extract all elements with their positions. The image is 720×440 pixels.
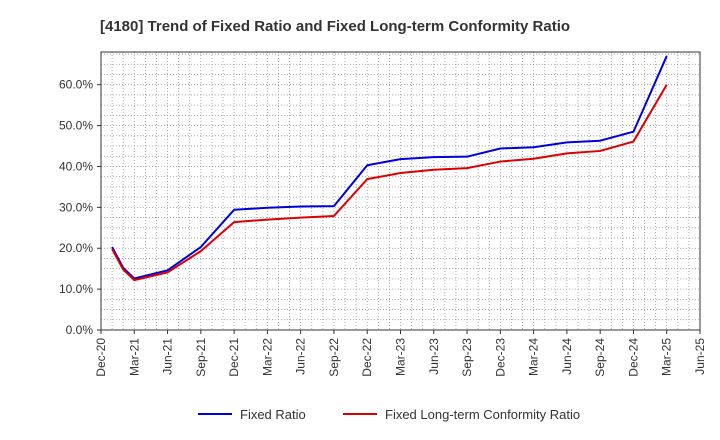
plot-area: 0.0% 10.0% 20.0% 30.0% 40.0% 50.0% 60.0% Dec-20…: [59, 51, 707, 377]
x-tick-label: Sep-24: [593, 338, 607, 377]
x-tick-label: Mar-24: [527, 338, 541, 376]
legend-label-1: Fixed Ratio: [240, 407, 306, 422]
x-tick-label: Jun-25: [693, 338, 707, 375]
y-tick-label: 20.0%: [59, 241, 93, 255]
series-line-1: [111, 55, 668, 280]
x-tick-label: Jun-23: [427, 338, 441, 375]
legend-label-2: Fixed Long-term Conformity Ratio: [385, 407, 580, 422]
y-tick-label: 40.0%: [59, 159, 93, 173]
y-tick-label: 0.0%: [66, 323, 94, 337]
x-tick-label: Sep-21: [194, 338, 208, 377]
y-tick-label: 10.0%: [59, 282, 93, 296]
x-tick-label: Dec-21: [227, 338, 241, 377]
chart-title: [4180] Trend of Fixed Ratio and Fixed Lo…: [100, 18, 570, 35]
y-tick-label: 60.0%: [59, 78, 93, 92]
x-tick-label: Mar-25: [660, 338, 674, 376]
x-tick-label: Mar-23: [394, 338, 408, 376]
x-tick-label: Sep-23: [460, 338, 474, 377]
x-tick-label: Jun-24: [560, 338, 574, 375]
x-tick-label: Sep-22: [327, 338, 341, 377]
x-tick-label: Dec-24: [626, 338, 640, 377]
x-tick-label: Dec-20: [94, 338, 108, 377]
series-line-2: [111, 84, 668, 282]
x-tick-label: Jun-21: [161, 338, 175, 375]
y-tick-label: 50.0%: [59, 119, 93, 133]
x-tick-label: Jun-22: [294, 338, 308, 375]
y-tick-label: 30.0%: [59, 200, 93, 214]
x-tick-label: Dec-22: [360, 338, 374, 377]
x-tick-label: Mar-22: [260, 338, 274, 376]
legend: Fixed Ratio Fixed Long-term Conformity Ra…: [198, 407, 580, 422]
x-tick-label: Mar-21: [127, 338, 141, 376]
x-tick-label: Dec-23: [493, 338, 507, 377]
